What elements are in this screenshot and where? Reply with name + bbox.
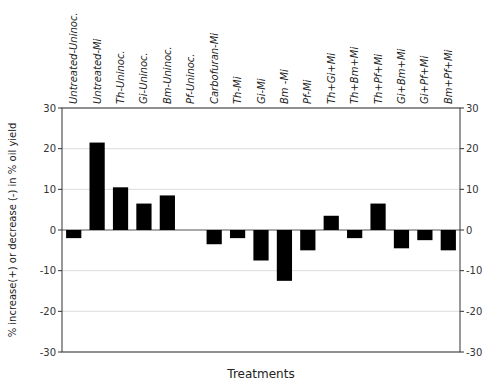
bar: [370, 204, 385, 230]
y-tick-label: 0: [50, 225, 56, 236]
bar: [417, 230, 432, 240]
bar: [324, 216, 339, 230]
x-axis-label: Treatments: [226, 367, 294, 381]
bars: [66, 143, 456, 281]
plot-frame: [62, 108, 460, 352]
chart: -30 -20 -10 0 10 20 30 -30 -20 -10 0 10 20 30 Untreate…: [0, 0, 500, 388]
y2-tick: [460, 352, 464, 353]
y2-tick-label: 30: [466, 103, 479, 114]
x-tick-label: Pf-Mi: [302, 79, 313, 104]
x-tick-label: Untreated-Uninoc.: [68, 12, 79, 104]
x-tick-label: Bm -Mi: [279, 69, 290, 104]
bar: [253, 230, 268, 261]
x-tick-label: Gi+Pf+Mi: [419, 56, 430, 104]
grid-line: [62, 270, 460, 271]
x-tick-label: Th-Uninoc.: [115, 50, 126, 104]
y2-tick-label: 0: [466, 225, 472, 236]
y2-tick: [460, 189, 464, 190]
x-tick-label: Carbofuran-Mi: [209, 33, 220, 104]
grid-line: [62, 148, 460, 149]
y2-tick-label: -30: [466, 347, 482, 358]
y-tick-label: -20: [40, 306, 56, 317]
bar: [66, 230, 81, 238]
x-tick-label: Bm-Uninoc.: [162, 46, 173, 104]
y2-tick: [460, 148, 464, 149]
bar: [90, 143, 105, 230]
y-tick-label: 20: [43, 143, 56, 154]
y2-tick-label: -10: [466, 265, 482, 276]
grid: [62, 108, 460, 352]
y2-tick-label: 20: [466, 143, 479, 154]
y-tick: [58, 311, 62, 312]
bar: [394, 230, 409, 248]
x-tick-label: Th+Gi+Mi: [326, 53, 337, 104]
x-tick-label: Th+Bm+Mi: [349, 47, 360, 104]
y-tick: [58, 270, 62, 271]
y-tick-label: -10: [40, 265, 56, 276]
y-tick: [58, 148, 62, 149]
bar: [300, 230, 315, 250]
bar: [136, 204, 151, 230]
x-tick-label: Gi-Uninoc.: [138, 52, 149, 104]
y-tick-label: 10: [43, 184, 56, 195]
bar: [183, 230, 198, 231]
y2-tick-label: 10: [466, 184, 479, 195]
y-axis-label: % increase(+) or decrease (-) in % oil y…: [7, 123, 18, 338]
y2-tick-label: -20: [466, 306, 482, 317]
grid-line: [62, 311, 460, 312]
x-tick-label: Bm+Pf+Mi: [443, 49, 454, 104]
y-tick: [58, 230, 62, 231]
y-tick-label: -30: [40, 347, 56, 358]
bar: [207, 230, 222, 244]
x-tick-label: Th+Pf+Mi: [373, 54, 384, 104]
bar: [441, 230, 456, 250]
y-tick: [58, 108, 62, 109]
bar: [277, 230, 292, 281]
y2-tick: [460, 270, 464, 271]
bar: [160, 195, 175, 230]
x-tick-label: Gi+Bm+Mi: [396, 48, 407, 104]
x-tick-label: Untreated-Mi: [92, 38, 103, 104]
y-tick-label: 30: [43, 103, 56, 114]
y-tick: [58, 189, 62, 190]
bar: [347, 230, 362, 238]
y2-tick: [460, 311, 464, 312]
x-tick-label: Gi-Mi: [256, 78, 267, 104]
y2-tick: [460, 230, 464, 231]
bar: [230, 230, 245, 238]
x-tick-label: Th-Mi: [232, 76, 243, 104]
y2-tick: [460, 108, 464, 109]
bar: [113, 187, 128, 230]
x-tick-label: Pf-Uninoc.: [185, 53, 196, 104]
y-tick: [58, 352, 62, 353]
